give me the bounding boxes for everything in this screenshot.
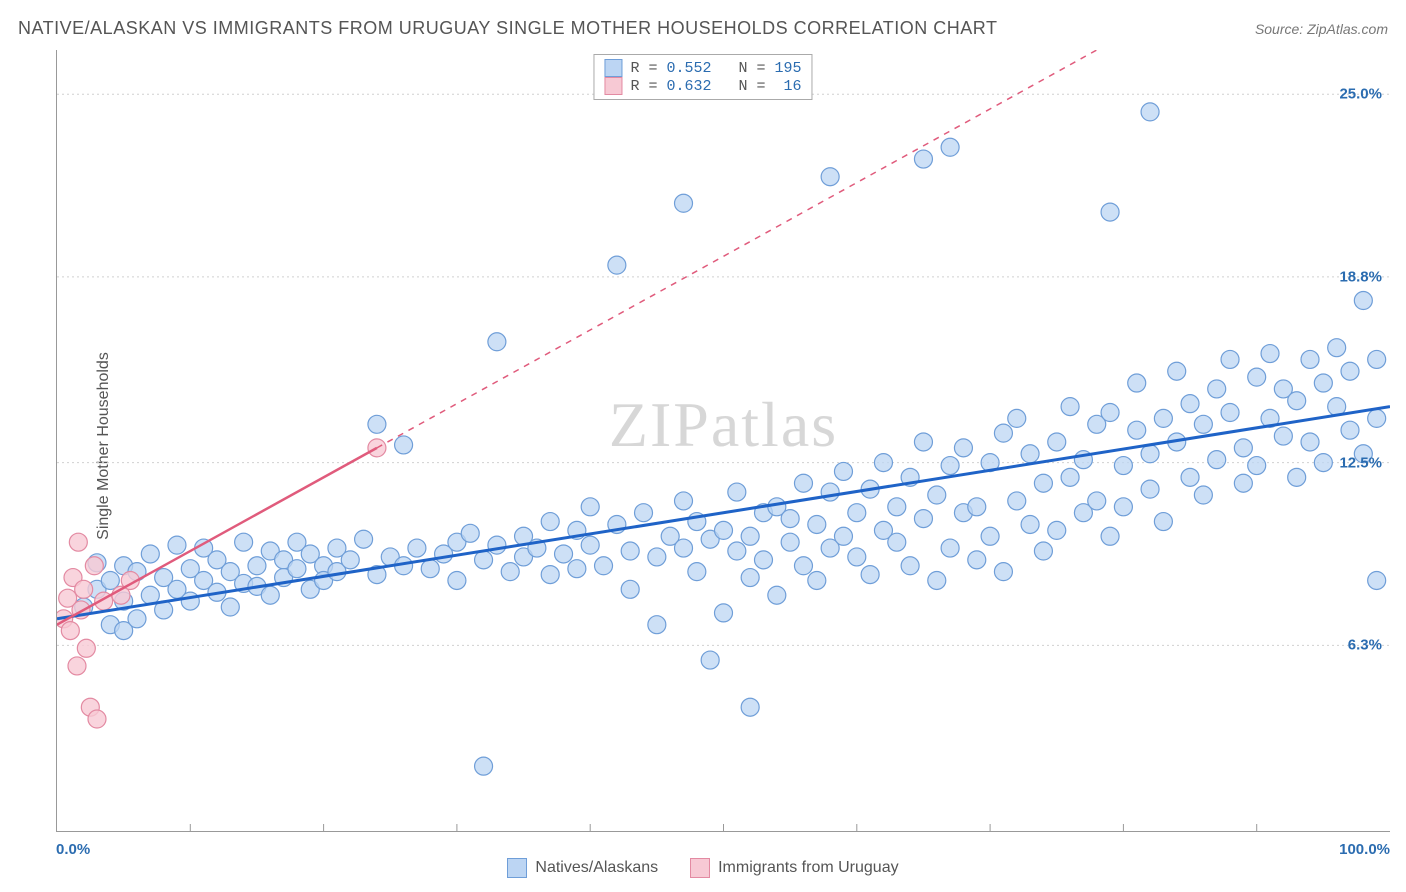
scatter-svg [57, 50, 1390, 831]
legend-item: Natives/Alaskans [507, 858, 658, 878]
legend-swatch [604, 59, 622, 77]
legend-label: Immigrants from Uruguay [718, 859, 899, 876]
legend-swatch [690, 858, 710, 878]
legend-swatch [507, 858, 527, 878]
correlation-legend-row: R = 0.632 N = 16 [604, 77, 801, 95]
correlation-text: R = 0.552 N = 195 [630, 60, 801, 77]
legend-swatch [604, 77, 622, 95]
y-tick-label: 18.8% [1339, 268, 1382, 285]
legend-item: Immigrants from Uruguay [690, 858, 899, 878]
header-row: NATIVE/ALASKAN VS IMMIGRANTS FROM URUGUA… [18, 18, 1388, 39]
x-max-label: 100.0% [1339, 841, 1390, 858]
correlation-text: R = 0.632 N = 16 [630, 78, 801, 95]
y-tick-label: 6.3% [1348, 637, 1382, 654]
correlation-legend-row: R = 0.552 N = 195 [604, 59, 801, 77]
chart-container: NATIVE/ALASKAN VS IMMIGRANTS FROM URUGUA… [0, 0, 1406, 892]
x-axis-labels: 0.0% 100.0% [56, 841, 1390, 858]
y-tick-label: 12.5% [1339, 454, 1382, 471]
legend-label: Natives/Alaskans [535, 859, 658, 876]
plot-area: ZIPatlas 6.3%12.5%18.8%25.0% [56, 50, 1390, 832]
y-tick-label: 25.0% [1339, 86, 1382, 103]
correlation-legend-box: R = 0.552 N = 195R = 0.632 N = 16 [593, 54, 812, 100]
x-min-label: 0.0% [56, 841, 90, 858]
source-label: Source: ZipAtlas.com [1255, 21, 1388, 37]
series-legend: Natives/Alaskans Immigrants from Uruguay [0, 858, 1406, 878]
chart-title: NATIVE/ALASKAN VS IMMIGRANTS FROM URUGUA… [18, 18, 997, 39]
